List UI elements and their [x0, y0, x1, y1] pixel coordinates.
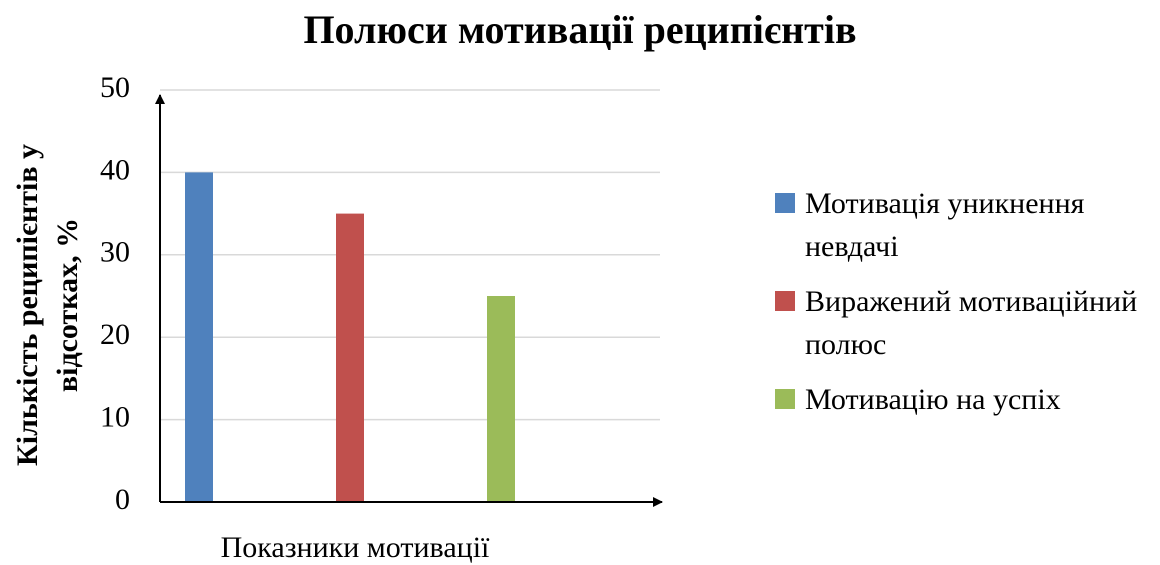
y-tick-label: 10 — [100, 400, 130, 433]
y-tick-label: 20 — [100, 318, 130, 351]
legend-label: Мотивація уникнення невдачі — [805, 187, 1085, 263]
bar — [336, 213, 364, 502]
legend-item: Мотивація уникнення невдачі — [775, 182, 1160, 268]
y-tick-label: 50 — [100, 71, 130, 104]
x-axis-label: Показники мотивації — [221, 531, 490, 564]
bar — [487, 296, 515, 502]
bar — [185, 172, 213, 502]
y-tick-label: 0 — [115, 483, 130, 516]
y-axis-label-line: Кількість реципієнтів у — [11, 144, 44, 466]
y-tick-label: 40 — [100, 153, 130, 186]
chart-title: Полюси мотивації реципієнтів — [303, 7, 856, 52]
y-axis-label: Кількість реципієнтів у відсотках, % — [11, 144, 84, 466]
legend-swatch — [775, 389, 795, 409]
legend-swatch — [775, 291, 795, 311]
legend: Мотивація уникнення невдачі Виражений мот… — [775, 182, 1160, 433]
legend-swatch — [775, 193, 795, 213]
bars — [185, 172, 515, 502]
legend-label: Виражений мотиваційний полюс — [805, 285, 1138, 361]
legend-item: Мотивацію на успіх — [775, 378, 1160, 421]
legend-label: Мотивацію на успіх — [805, 383, 1061, 416]
y-axis-label-line: відсотках, % — [51, 218, 84, 392]
grid — [160, 89, 660, 503]
y-tick-label: 30 — [100, 236, 130, 269]
legend-item: Виражений мотиваційний полюс — [775, 280, 1160, 366]
